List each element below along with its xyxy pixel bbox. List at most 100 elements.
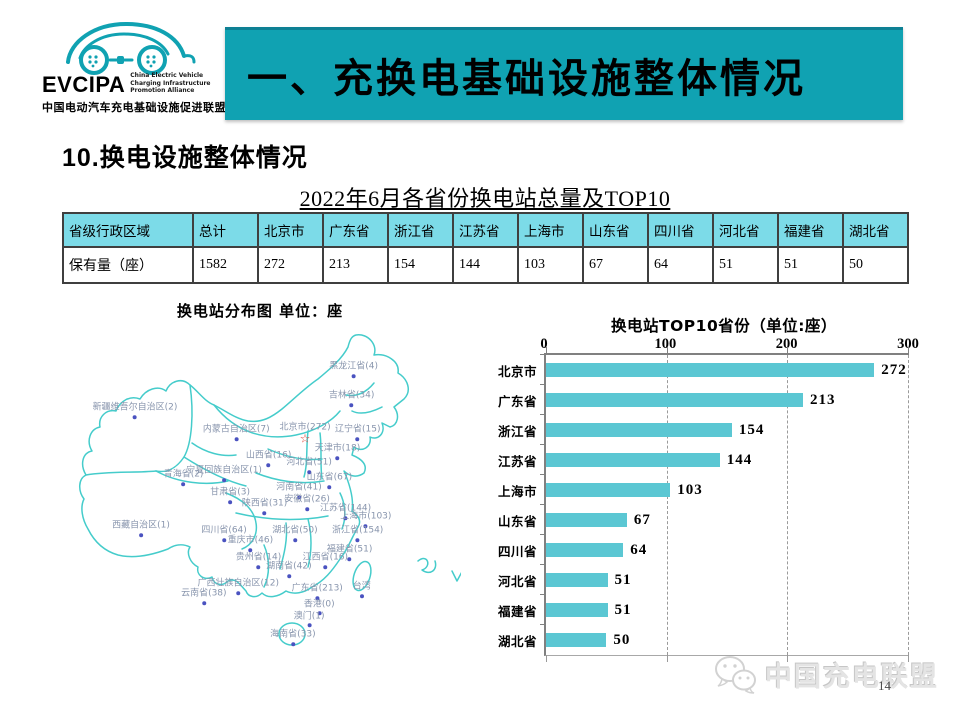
station-dot-icon — [335, 456, 340, 461]
map-label: 浙江省(154) — [332, 525, 384, 543]
map-label-text: 上海市(103) — [340, 511, 392, 522]
map-label: 江苏省(144) — [320, 503, 371, 520]
table-header-cell: 省级行政区域 — [62, 212, 194, 248]
map-label: 重庆市(46) — [227, 535, 274, 553]
category-label: 上海市 — [498, 483, 538, 499]
bar-value-label: 51 — [614, 601, 632, 618]
map-label: 西藏自治区(1) — [112, 520, 170, 538]
table-cell: 154 — [387, 246, 454, 284]
table-cell: 103 — [517, 246, 584, 284]
logo-subtitle-cn: 中国电动汽车充电基础设施促进联盟 — [42, 100, 226, 114]
chart-row: 福建省 51 — [498, 594, 908, 625]
watermark-text: 中国充电联盟 — [765, 661, 939, 693]
table-header-cell: 湖北省 — [842, 212, 909, 248]
map-label-text: 广东省(213) — [291, 583, 343, 594]
station-dot-icon — [296, 495, 301, 500]
map-label-text: 重庆市(46) — [227, 535, 274, 546]
x-tick-mark — [546, 347, 547, 355]
station-dot-icon — [349, 403, 354, 408]
x-tick-mark-bottom — [546, 655, 547, 662]
map-label: 台湾 — [353, 582, 371, 599]
chart-area: 0 100 200 300 北京市 272 广东省 213 浙江省 154 江苏省 144 上海市 10… — [498, 336, 919, 662]
map-label: 陕西省(31) — [241, 497, 288, 515]
table-header-cell: 浙江省 — [387, 212, 454, 248]
station-dot-icon — [317, 611, 322, 616]
bar — [546, 423, 732, 437]
table-cell: 51 — [777, 246, 844, 284]
table-header-cell: 四川省 — [647, 212, 714, 248]
x-tick-label: 200 — [775, 336, 798, 352]
map-label-text: 浙江省(154) — [332, 525, 384, 536]
y-tick-mark — [540, 414, 546, 415]
station-dot-icon — [355, 437, 360, 442]
map-label-text: 山东省(67) — [306, 472, 353, 483]
map-label: 甘肃省(3) — [210, 488, 250, 505]
map-label: 江西省(16) — [302, 552, 349, 570]
map-label: 香港(0) — [304, 599, 335, 616]
chart-plot: 北京市 272 广东省 213 浙江省 154 江苏省 144 上海市 103 山东省 67 四川省 64… — [498, 347, 909, 662]
x-tick-label: 300 — [897, 336, 919, 352]
table-cell: 213 — [322, 246, 389, 284]
table-title: 2022年6月各省份换电站总量及TOP10 — [299, 186, 671, 211]
map-label: 吉林省(34) — [329, 390, 374, 408]
map-label: 上海市(103) — [340, 511, 392, 529]
map-label-text: 新疆维吾尔自治区(2) — [92, 402, 178, 413]
x-tick-mark-bottom — [908, 655, 909, 662]
map-label: 天津市(18) — [315, 443, 360, 461]
map-label-text: 北京市(272) — [279, 422, 331, 433]
table-header-cell: 山东省 — [582, 212, 649, 248]
bar — [546, 543, 624, 557]
bar — [546, 363, 875, 377]
station-dot-icon — [347, 556, 352, 561]
category-label: 河北省 — [498, 573, 538, 589]
chart-row: 河北省 51 — [498, 564, 908, 595]
station-dot-icon — [236, 591, 241, 596]
x-tick-mark — [787, 347, 789, 355]
table-cell: 67 — [582, 246, 649, 284]
logo-brand: EVCIPA — [42, 71, 126, 97]
bar-value-label: 144 — [726, 451, 753, 468]
map-label-text: 陕西省(31) — [241, 497, 288, 508]
x-tick-label: 100 — [654, 336, 677, 352]
table-header-cell: 河北省 — [712, 212, 779, 248]
map-label-text: 辽宁省(15) — [334, 424, 381, 435]
map-label: 澳门(1) — [294, 611, 325, 628]
table-cell: 50 — [842, 246, 909, 284]
bar-value-label: 213 — [810, 391, 836, 408]
category-label: 福建省 — [498, 603, 538, 619]
map-label: 内蒙古自治区(7) — [203, 424, 270, 442]
table-header-cell: 上海市 — [517, 212, 584, 248]
map-label: 山东省(67) — [306, 472, 353, 490]
map-label: 广东省(213) — [291, 583, 343, 601]
station-dot-icon — [307, 623, 312, 628]
bar — [546, 633, 607, 647]
table-cell: 保有量（座） — [62, 246, 194, 284]
station-dot-icon — [222, 538, 227, 543]
chart-row: 江苏省 144 — [498, 444, 908, 475]
wechat-icon — [715, 656, 756, 694]
table-header-cell: 江苏省 — [452, 212, 519, 248]
map-label-text: 黑龙江省(4) — [329, 361, 379, 372]
y-tick-mark — [540, 564, 546, 565]
station-dot-icon — [355, 538, 360, 543]
map-label: 河南省(41) — [276, 482, 322, 500]
station-dot-icon — [307, 469, 312, 474]
station-dot-icon — [132, 415, 137, 420]
station-dot-icon — [363, 524, 368, 529]
bar — [546, 603, 608, 617]
map-label-text: 湖北省(50) — [272, 525, 318, 536]
table-cell: 64 — [647, 246, 714, 284]
map-label: 河北省(51) — [286, 457, 332, 474]
map-label-text: 宁夏回族自治区(1) — [186, 465, 262, 476]
logo-subtitle-en: China Electric Vehicle Charging Infrastr… — [130, 72, 211, 94]
map-label-text: 山西省(16) — [245, 450, 292, 461]
station-dot-icon — [323, 565, 328, 570]
station-dot-icon — [228, 500, 233, 505]
map-label-text: 江西省(16) — [302, 552, 349, 563]
map-label-text: 贵州省(14) — [235, 552, 282, 563]
bar — [546, 483, 671, 497]
map-label-text: 河南省(41) — [276, 482, 322, 493]
gridline — [787, 355, 789, 655]
station-dot-icon — [201, 601, 206, 606]
map-label: 福建省(51) — [327, 544, 372, 561]
